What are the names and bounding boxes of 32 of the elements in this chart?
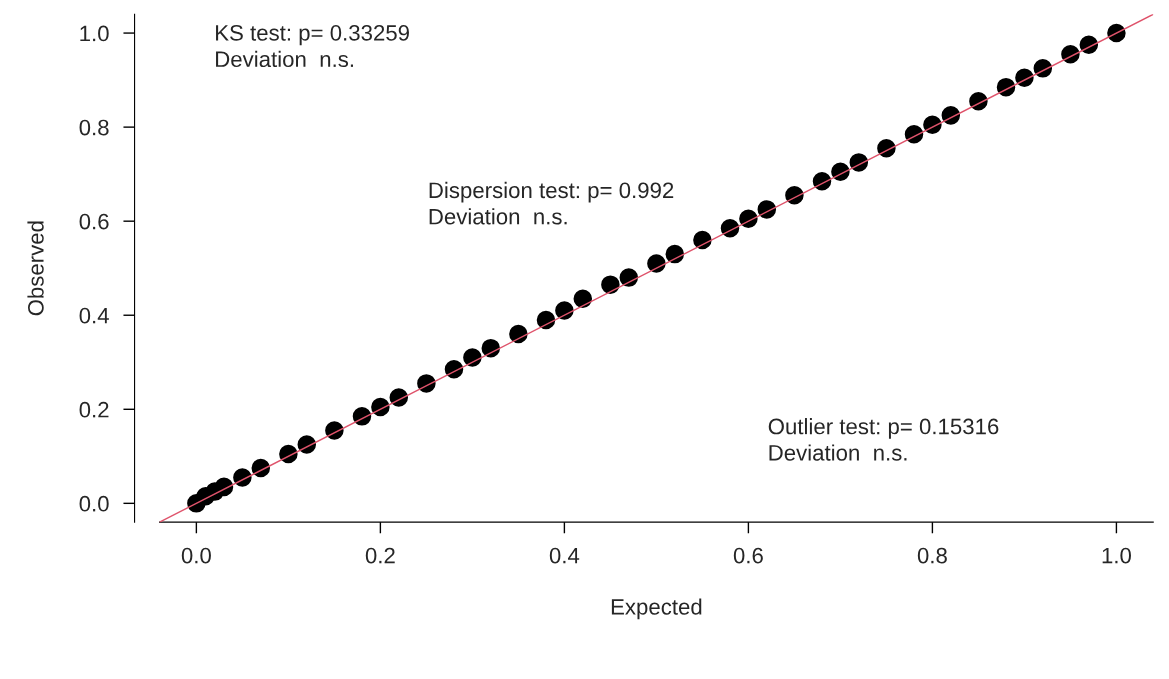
x-tick-label: 0.0 <box>181 547 211 564</box>
point <box>1061 44 1080 64</box>
point <box>509 324 528 344</box>
point <box>877 139 896 158</box>
annotation: Outlier test: p= 0.15316 Deviation n.s. <box>768 418 999 461</box>
point <box>647 254 666 273</box>
point <box>601 275 620 294</box>
point <box>555 301 574 320</box>
y-tick-label: 0.4 <box>79 307 109 324</box>
point <box>619 268 639 287</box>
point <box>573 289 593 309</box>
point <box>665 244 685 264</box>
x-tick-label: 0.8 <box>917 547 947 564</box>
y-tick-label: 0.8 <box>79 119 109 136</box>
annotation: Dispersion test: p= 0.992 Deviation n.s. <box>429 181 674 225</box>
y-tick-label: 1.0 <box>80 25 109 42</box>
x-tick-label: 1.0 <box>1102 547 1131 564</box>
y-tick-label: 0.2 <box>79 401 109 418</box>
annotation: KS test: p= 0.33259 Deviation n.s. <box>216 25 409 68</box>
point <box>463 348 482 367</box>
x-tick-label: 0.6 <box>733 547 763 564</box>
point <box>481 338 501 358</box>
y-tick-label: 0.0 <box>79 495 109 512</box>
y-axis-title: Observed <box>27 221 44 316</box>
point <box>693 230 712 250</box>
point <box>785 186 804 205</box>
point <box>536 310 556 330</box>
y-tick-label: 0.6 <box>79 213 109 230</box>
x-axis-title: Expected <box>611 598 702 620</box>
point <box>214 477 234 497</box>
x-tick-label: 0.4 <box>549 547 580 564</box>
x-tick-label: 0.2 <box>365 547 395 564</box>
